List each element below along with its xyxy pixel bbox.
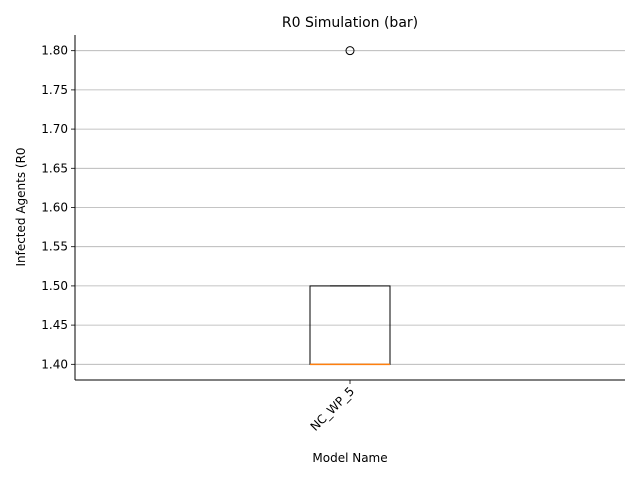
y-tick-label: 1.45 [41,318,68,332]
axis-layer: 1.40 1.45 1.50 1.55 1.60 1.65 1.70 1.75 1.80 NC_W… [41,35,625,434]
y-tick-label: 1.80 [41,44,68,58]
box-layer [309,46,391,366]
y-axis-title: Infected Agents (R0 [14,147,28,266]
y-tick-label: 1.55 [41,240,68,254]
x-axis-title: Model Name [312,451,387,465]
y-tick-label: 1.70 [41,122,68,136]
y-tick-label: 1.50 [41,279,68,293]
y-tick-label: 1.65 [41,161,68,175]
x-tick-label: NC_WP_5 [308,384,358,434]
chart-title: R0 Simulation (bar) [282,15,418,31]
y-tick-label: 1.60 [41,201,68,215]
y-tick-label: 1.75 [41,83,68,97]
outlier-point [345,46,355,56]
y-tick-label: 1.40 [41,357,68,371]
grid-layer [75,50,625,365]
